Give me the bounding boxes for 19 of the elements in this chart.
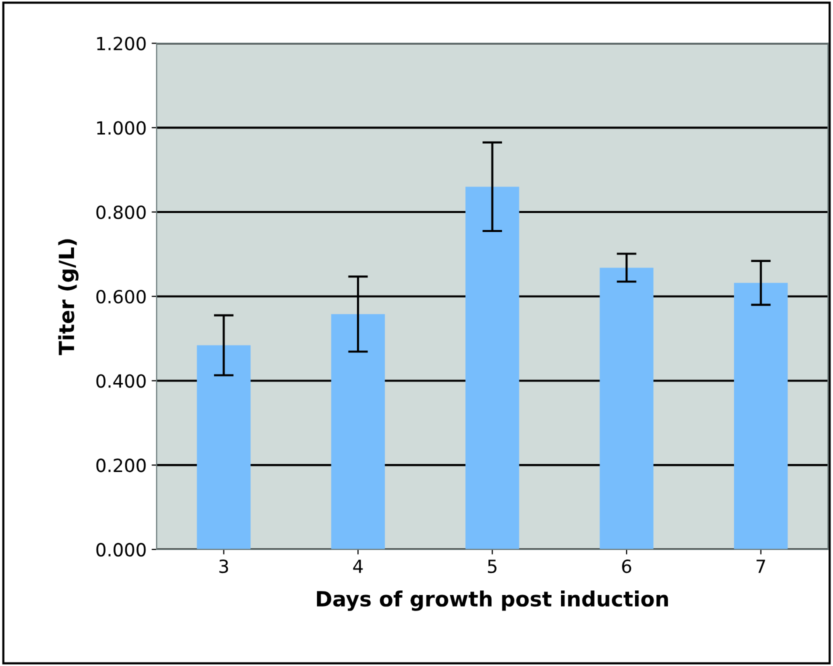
y-tick-label: 0.000 [96, 542, 146, 557]
bar [600, 268, 654, 550]
y-tick-label: 0.200 [96, 458, 146, 472]
y-tick-label: 0.800 [96, 205, 146, 220]
y-axis-title: Titer (g/L) [58, 239, 79, 356]
y-tick-label: 0.400 [96, 374, 146, 388]
x-axis-title: Days of growth post induction [316, 590, 668, 611]
x-tick-label: 7 [756, 560, 766, 573]
y-tick-label: 1.200 [97, 36, 146, 50]
x-tick-label: 3 [219, 559, 228, 574]
y-tick-label: 0.600 [96, 290, 146, 304]
x-tick-label: 4 [353, 560, 363, 573]
x-tick-label: 5 [488, 560, 496, 574]
x-tick-label: 6 [622, 559, 632, 574]
y-tick-label: 1.000 [97, 121, 146, 135]
bar [734, 282, 788, 550]
bar [196, 345, 251, 550]
bar [331, 314, 385, 550]
bar [465, 186, 520, 550]
